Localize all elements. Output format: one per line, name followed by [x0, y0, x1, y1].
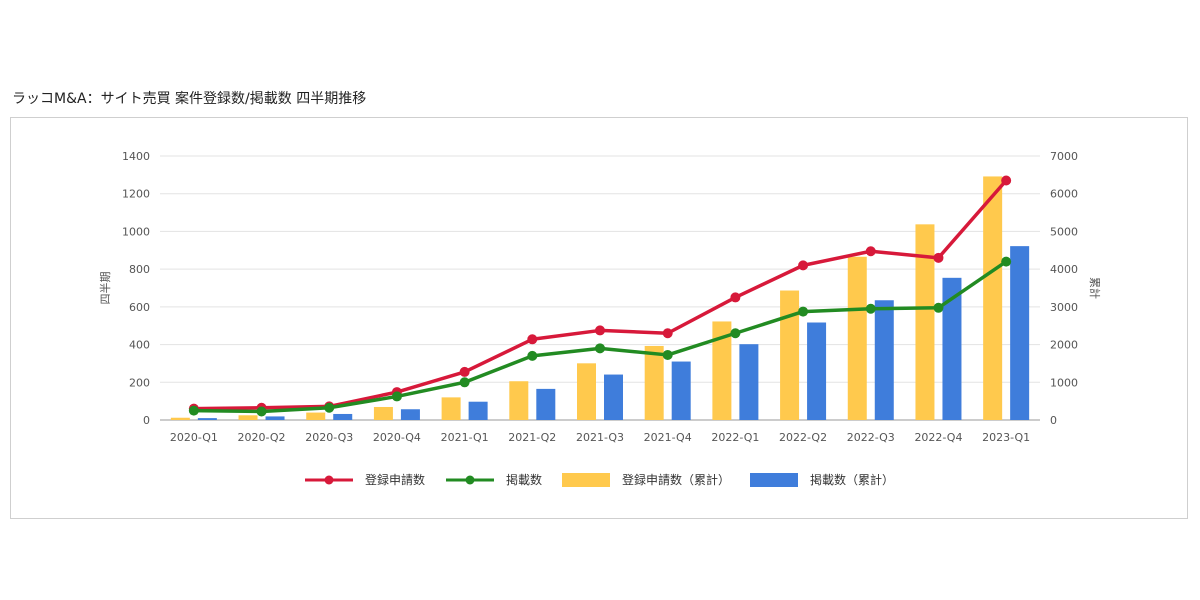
data-point [662, 349, 673, 360]
bar [671, 361, 691, 420]
x-tick-label: 2022-Q2 [779, 431, 827, 444]
legend: 登録申請数 掲載数 登録申請数（累計） 掲載数（累計） [305, 472, 894, 487]
bar [739, 344, 759, 420]
bar [604, 374, 623, 420]
data-point [730, 292, 741, 303]
bar [333, 413, 353, 420]
legend-swatch [562, 473, 610, 487]
bar [807, 322, 827, 420]
legend-label: 登録申請数 [365, 472, 425, 487]
data-point [527, 350, 538, 361]
bar [915, 224, 935, 420]
bar [1010, 246, 1030, 420]
x-tick-label: 2020-Q3 [305, 431, 353, 444]
legend-marker [324, 475, 334, 485]
data-point [391, 391, 402, 402]
y-left-tick-label: 0 [143, 414, 150, 427]
tick-labels: 0 200 400 600 800 1000 1200 1400 0 1000 2000 3000 40… [122, 150, 1078, 444]
legend-label: 掲載数 [506, 472, 542, 487]
x-tick-label: 2021-Q1 [441, 431, 489, 444]
bar [942, 277, 962, 420]
data-point [1001, 175, 1012, 186]
y-left-tick-label: 1000 [122, 225, 150, 238]
data-point [798, 260, 809, 271]
x-tick-label: 2021-Q4 [644, 431, 692, 444]
bar [780, 290, 800, 420]
bar [509, 381, 529, 420]
bar [577, 363, 596, 420]
data-point [865, 246, 876, 257]
y-left-tick-label: 400 [129, 339, 150, 352]
legend-label: 掲載数（累計） [810, 472, 894, 487]
x-tick-label: 2022-Q3 [847, 431, 895, 444]
bar [197, 418, 217, 420]
data-point [933, 302, 944, 313]
data-point [730, 328, 741, 339]
y-left-tick-label: 800 [129, 263, 150, 276]
y-right-axis-title: 累計 [1088, 277, 1102, 299]
x-tick-label: 2020-Q1 [170, 431, 218, 444]
y-right-tick-label: 7000 [1050, 150, 1078, 163]
data-point [662, 328, 673, 339]
data-point [324, 402, 335, 413]
y-right-tick-label: 6000 [1050, 188, 1078, 201]
data-point [595, 325, 605, 336]
bar [468, 401, 488, 420]
y-right-tick-label: 0 [1050, 414, 1057, 427]
data-point [459, 377, 470, 388]
bar [712, 321, 732, 420]
chart-title: ラッコM&A：サイト売買 案件登録数/掲載数 四半期推移 [12, 91, 367, 107]
x-tick-label: 2022-Q4 [914, 431, 962, 444]
line-series [188, 175, 1012, 417]
y-right-tick-label: 3000 [1050, 301, 1078, 314]
x-tick-label: 2021-Q2 [508, 431, 556, 444]
y-right-tick-label: 4000 [1050, 263, 1078, 276]
data-point [933, 252, 944, 263]
bar [400, 409, 420, 420]
data-point [459, 366, 470, 377]
legend-marker [465, 475, 475, 485]
bar [536, 388, 556, 420]
bar [644, 345, 664, 420]
bar [441, 397, 461, 420]
bar [306, 412, 326, 420]
bar [373, 406, 393, 420]
data-point [1001, 256, 1012, 267]
x-tick-label: 2020-Q4 [373, 431, 421, 444]
y-left-tick-label: 200 [129, 376, 150, 389]
bar [265, 416, 285, 420]
y-right-tick-label: 1000 [1050, 376, 1078, 389]
x-tick-label: 2023-Q1 [982, 431, 1030, 444]
bar [874, 300, 894, 420]
y-right-tick-label: 5000 [1050, 225, 1078, 238]
x-tick-label: 2021-Q3 [576, 431, 624, 444]
legend-swatch [750, 473, 798, 487]
grid-lines [160, 155, 1040, 421]
data-point [798, 306, 809, 317]
data-point [256, 406, 267, 417]
y-left-axis-title: 四半期 [98, 272, 112, 305]
bar [170, 417, 190, 420]
y-left-tick-label: 1200 [122, 188, 150, 201]
legend-label: 登録申請数（累計） [622, 472, 730, 487]
bar [983, 176, 1003, 420]
data-point [527, 334, 538, 345]
y-right-tick-label: 2000 [1050, 339, 1078, 352]
y-left-tick-label: 600 [129, 301, 150, 314]
bar-series [170, 176, 1030, 420]
y-left-tick-label: 1400 [122, 150, 150, 163]
data-point [188, 405, 199, 416]
x-tick-label: 2020-Q2 [238, 431, 286, 444]
data-point [865, 303, 876, 314]
data-point [595, 343, 605, 354]
bar [847, 256, 867, 420]
bar [238, 415, 258, 420]
x-tick-label: 2022-Q1 [711, 431, 759, 444]
